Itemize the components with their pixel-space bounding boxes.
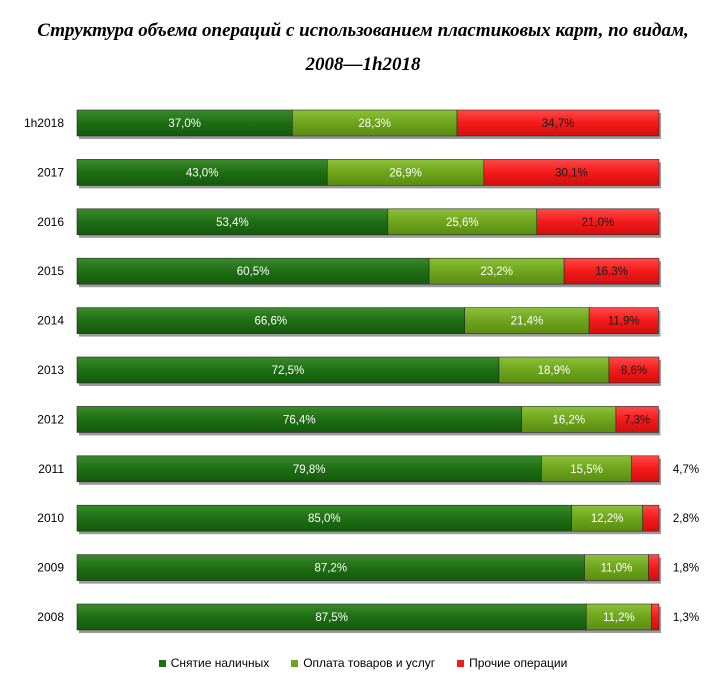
bar-segment-cash <box>76 406 522 433</box>
bar-segment-other <box>536 208 660 236</box>
data-label-payments: 18,9% <box>538 365 571 377</box>
bar-segment-payments <box>585 603 652 631</box>
category-label: 2014 <box>37 314 64 328</box>
data-label-payments: 23,2% <box>480 266 513 278</box>
bar-segment-other <box>648 554 660 581</box>
chart-legend: Снятие наличных Оплата товаров и услуг П… <box>0 656 726 670</box>
data-label-cash: 76,4% <box>283 414 316 426</box>
bar-segment-other <box>608 356 660 384</box>
bar-segment-payments <box>387 208 538 236</box>
bar-segment-payments <box>428 257 565 285</box>
bar-segment-cash <box>76 554 585 581</box>
category-label: 2009 <box>37 561 64 575</box>
category-label: 2017 <box>37 165 64 179</box>
bar-segment-cash <box>76 208 389 236</box>
bar-segment-other <box>651 603 660 631</box>
data-label-cash: 72,5% <box>272 365 305 377</box>
category-label: 2012 <box>37 412 64 426</box>
data-label-cash: 53,4% <box>216 217 249 229</box>
bar-segment-other <box>642 504 660 532</box>
category-label: 2015 <box>37 264 64 278</box>
bar-segment-payments <box>521 406 617 433</box>
legend-swatch-payments <box>291 659 299 667</box>
bar-segment-cash <box>76 159 328 186</box>
data-label-other: 1,8% <box>673 563 699 575</box>
data-label-cash: 43,0% <box>186 167 219 179</box>
bar-segment-cash <box>76 356 500 384</box>
data-label-payments: 11,0% <box>601 563 633 575</box>
bar-segment-payments <box>541 455 632 483</box>
bar-segment-cash <box>76 603 587 631</box>
data-label-other: 7,3% <box>624 414 650 426</box>
data-label-payments: 11,2% <box>603 612 635 624</box>
bar-segment-other <box>588 307 659 334</box>
category-label: 2013 <box>37 363 64 377</box>
data-label-cash: 37,0% <box>168 118 201 130</box>
bar-segment-cash <box>76 455 542 483</box>
legend-swatch-cash <box>158 659 166 667</box>
data-label-payments: 25,6% <box>446 217 479 229</box>
bar-segment-payments <box>498 356 610 384</box>
data-label-payments: 26,9% <box>389 167 422 179</box>
bar-segment-payments <box>464 307 590 334</box>
bar-segment-payments <box>326 159 485 186</box>
bar-segment-other <box>631 455 660 483</box>
category-label: 2008 <box>37 610 64 624</box>
data-label-payments: 15,5% <box>570 464 603 476</box>
data-label-other: 2,8% <box>673 513 699 525</box>
stacked-bar-chart: 1h2018 37,0% 28,3% 34,7% 2017 43,0% 26,9% 30,1%… <box>24 109 699 633</box>
bar-segment-other <box>456 109 660 137</box>
data-label-payments: 28,3% <box>358 118 391 130</box>
data-label-other: 16,3% <box>595 266 628 278</box>
bar-segment-other <box>483 159 660 186</box>
bar-segment-cash <box>76 504 573 532</box>
category-label: 1h2018 <box>24 116 64 130</box>
bar-segment-cash <box>76 257 430 285</box>
category-label: 2011 <box>38 462 64 476</box>
data-label-cash: 85,0% <box>308 513 341 525</box>
chart-title: Структура объема операций с использовани… <box>0 14 726 82</box>
legend-item-payments: Оплата товаров и услуг <box>291 656 435 670</box>
data-label-cash: 87,5% <box>315 612 348 624</box>
bar-segment-cash <box>76 307 465 334</box>
bar-segment-other <box>615 406 659 433</box>
chart-title-line-1: Структура объема операций с использовани… <box>37 20 689 41</box>
data-label-other: 1,3% <box>673 612 699 624</box>
legend-item-other: Прочие операции <box>457 656 567 670</box>
bar-segment-cash <box>76 109 293 137</box>
legend-label-other: Прочие операции <box>469 656 568 670</box>
legend-swatch-other <box>457 659 465 667</box>
data-label-cash: 66,6% <box>255 316 288 328</box>
data-label-other: 34,7% <box>542 118 575 130</box>
data-label-other: 8,6% <box>621 365 647 377</box>
data-label-other: 30,1% <box>555 167 588 179</box>
data-label-cash: 79,8% <box>293 464 326 476</box>
data-label-cash: 60,5% <box>237 266 270 278</box>
data-label-cash: 87,2% <box>314 563 347 575</box>
chart-title-line-2: 2008—1h2018 <box>305 54 421 75</box>
legend-item-cash: Снятие наличных <box>158 656 270 670</box>
data-label-payments: 16,2% <box>552 414 585 426</box>
data-label-payments: 21,4% <box>511 316 544 328</box>
category-label: 2010 <box>37 511 64 525</box>
data-label-other: 11,9% <box>608 316 640 328</box>
category-label: 2016 <box>37 215 64 229</box>
legend-label-cash: Снятие наличных <box>170 656 270 670</box>
bar-segment-other <box>563 257 660 285</box>
legend-label-payments: Оплата товаров и услуг <box>303 656 436 670</box>
data-label-other: 21,0% <box>582 217 615 229</box>
data-label-other: 4,7% <box>673 464 699 476</box>
data-label-payments: 12,2% <box>591 513 624 525</box>
bar-segment-payments <box>292 109 458 137</box>
